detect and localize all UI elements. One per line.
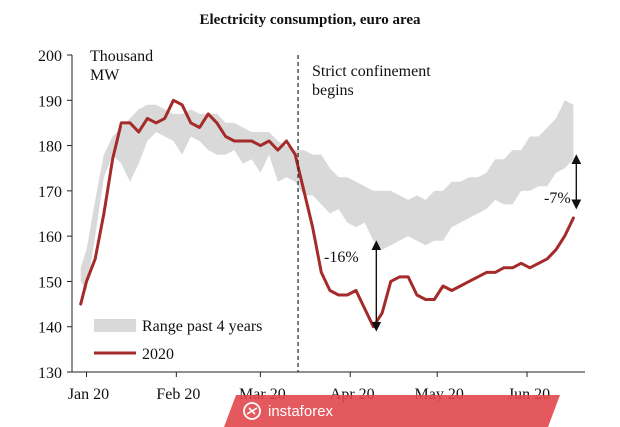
y-axis-unit-line2: MW — [90, 67, 120, 84]
legend-line-label: 2020 — [142, 346, 174, 363]
x-tick-label: Jan 20 — [68, 386, 109, 403]
drop-label-16pct: -16% — [324, 249, 359, 266]
watermark-text: instaforex — [268, 403, 334, 420]
y-tick-label: 200 — [38, 48, 62, 65]
y-tick-label: 190 — [38, 93, 62, 110]
drop-label-7pct: -7% — [544, 190, 571, 207]
y-tick-label: 160 — [38, 229, 62, 246]
series-2020-line — [79, 98, 575, 329]
series-2020-layer — [79, 98, 575, 329]
x-tick-label: Feb 20 — [156, 386, 200, 403]
chart-legend: Range past 4 years 2020 — [94, 318, 262, 363]
y-axis-unit-line1: Thousand — [90, 48, 153, 65]
watermark-banner — [224, 395, 560, 427]
y-tick-label: 140 — [38, 320, 62, 337]
y-axis-ticks: 130 140 150 160 170 180 190 200 — [38, 48, 72, 382]
y-tick-label: 170 — [38, 184, 62, 201]
chart-title: Electricity consumption, euro area — [199, 12, 421, 28]
legend-band-label: Range past 4 years — [142, 318, 262, 335]
confinement-label-line2: begins — [312, 82, 354, 99]
watermark: instaforex — [224, 395, 560, 427]
y-tick-label: 130 — [38, 365, 62, 382]
y-tick-label: 180 — [38, 139, 62, 156]
confinement-label-line1: Strict confinement — [312, 63, 431, 80]
range-band-layer — [80, 100, 574, 291]
watermark-logo-icon — [243, 402, 261, 420]
range-past-4-years-band — [80, 100, 574, 291]
legend-band-swatch — [94, 319, 136, 332]
y-tick-label: 150 — [38, 274, 62, 291]
